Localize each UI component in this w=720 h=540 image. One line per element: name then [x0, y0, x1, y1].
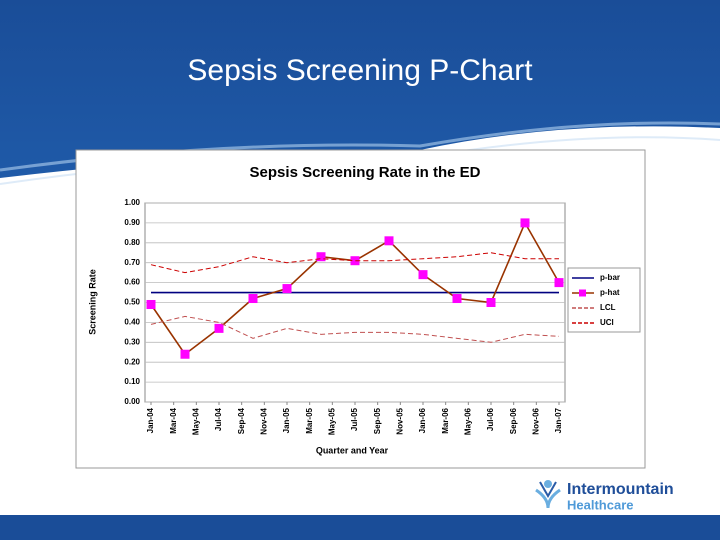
x-tick-label: Mar-06 [441, 407, 450, 433]
y-axis-label: Screening Rate [87, 269, 97, 335]
y-tick-label: 1.00 [124, 198, 140, 207]
point-marker [248, 294, 258, 304]
y-tick-label: 0.10 [124, 377, 140, 386]
x-tick-label: Jul-06 [486, 407, 495, 431]
point-marker [486, 298, 496, 307]
point-marker [520, 218, 530, 228]
legend-box [567, 267, 641, 333]
x-tick-label: Jan-07 [554, 407, 563, 433]
logo: Intermountain Healthcare [535, 480, 674, 512]
legend-marker [579, 289, 586, 297]
x-tick-label: Mar-04 [169, 407, 178, 433]
y-tick-label: 0.70 [124, 258, 140, 267]
x-tick-label: May-05 [327, 407, 336, 435]
x-tick-label: Nov-05 [395, 407, 404, 434]
x-tick-label: May-04 [191, 407, 200, 435]
point-marker [180, 349, 190, 359]
x-tick-label: Jan-04 [146, 407, 155, 433]
footer-band [0, 515, 720, 540]
y-tick-label: 0.50 [124, 298, 140, 307]
point-marker [350, 256, 360, 266]
point-marker [452, 294, 462, 304]
y-tick-label: 0.20 [124, 357, 140, 366]
x-tick-label: Sep-05 [373, 407, 382, 434]
point-marker [316, 252, 326, 262]
legend-label: LCL [600, 303, 616, 312]
legend-label: p-bar [600, 273, 620, 282]
chart-title: Sepsis Screening Rate in the ED [250, 164, 481, 181]
point-marker [146, 299, 156, 309]
logo-text: Healthcare [567, 497, 633, 512]
x-tick-label: Jul-05 [350, 407, 359, 431]
header-band [0, 0, 720, 178]
y-tick-label: 0.90 [124, 218, 140, 227]
x-tick-label: Sep-04 [237, 407, 246, 434]
x-tick-label: Jan-05 [282, 407, 291, 433]
y-tick-label: 0.00 [124, 397, 140, 406]
series-line [150, 315, 560, 343]
x-tick-label: Jan-06 [418, 407, 427, 433]
y-tick-label: 0.60 [124, 278, 140, 287]
x-tick-label: Nov-04 [259, 407, 268, 434]
y-tick-label: 0.80 [124, 238, 140, 247]
x-tick-label: Jul-04 [214, 407, 223, 431]
y-tick-label: 0.40 [124, 318, 140, 327]
x-tick-label: May-06 [463, 407, 472, 435]
x-tick-label: Nov-06 [531, 407, 540, 434]
logo-text: Intermountain [567, 481, 674, 498]
x-tick-label: Sep-06 [509, 407, 518, 434]
x-tick-label: Mar-05 [305, 407, 314, 433]
point-marker [384, 236, 394, 246]
point-marker [282, 284, 292, 294]
point-marker [214, 323, 224, 333]
y-tick-label: 0.30 [124, 337, 140, 346]
legend-label: p-hat [600, 288, 620, 297]
x-axis-label: Quarter and Year [316, 445, 389, 455]
series-line [150, 252, 559, 274]
point-marker [554, 278, 564, 288]
point-marker [418, 270, 428, 280]
legend-label: UCl [600, 318, 614, 327]
slide-title: Sepsis Screening P-Chart [187, 54, 533, 87]
